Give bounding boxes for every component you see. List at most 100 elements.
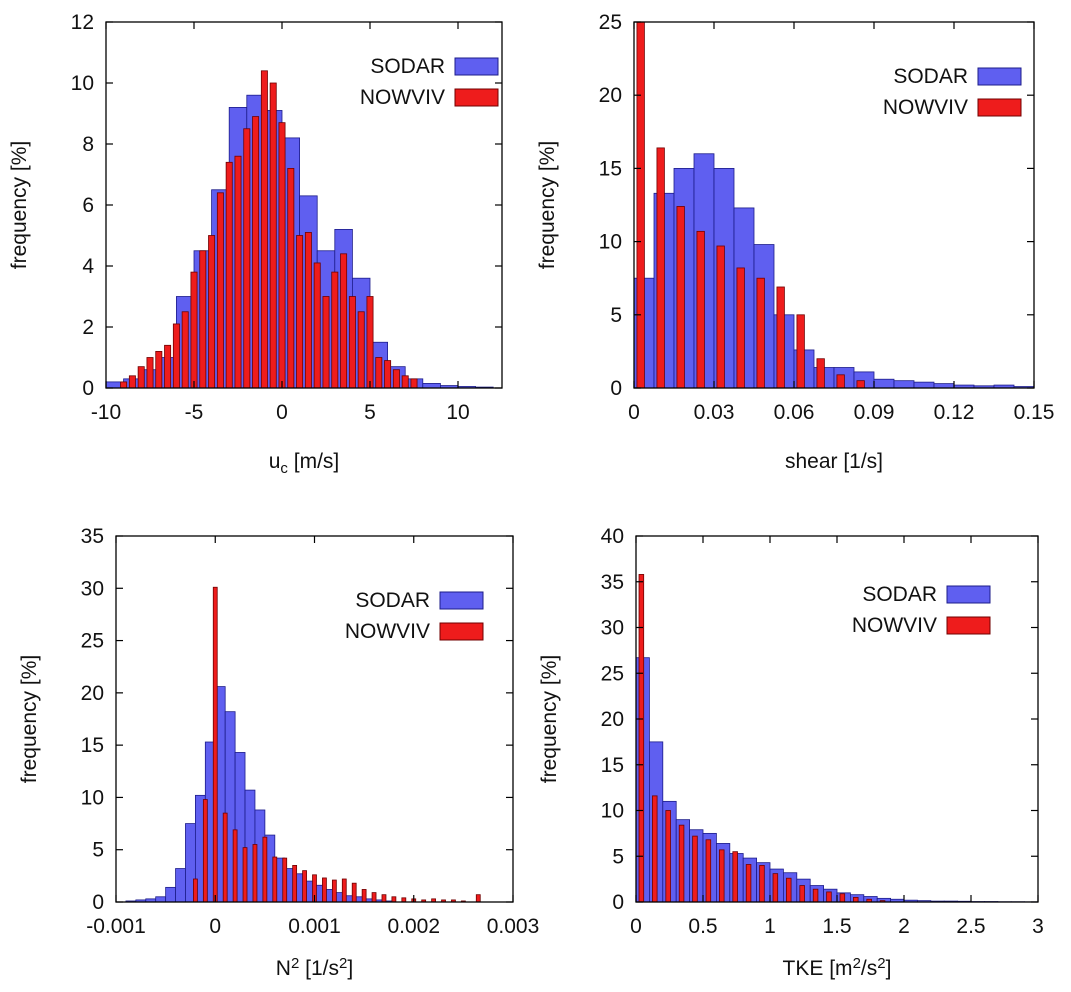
y-tick-label: 20 <box>81 682 104 705</box>
legend-swatch-nowviv <box>439 622 484 641</box>
bar-nowviv-26 <box>348 296 356 389</box>
bar-nowviv-6 <box>756 277 765 389</box>
x-tick-label: 0.06 <box>774 401 815 424</box>
bar-nowviv-6 <box>719 849 725 903</box>
bar-nowviv-3 <box>222 812 228 903</box>
bar-nowviv-10 <box>772 873 779 903</box>
y-tick-label: 8 <box>82 133 94 156</box>
legend-label-nowviv: NOWVIV <box>883 96 968 119</box>
bar-nowviv-19 <box>287 167 295 389</box>
bar-nowviv-12 <box>799 885 805 903</box>
y-tick-label: 35 <box>81 525 104 548</box>
x-axis-label-part: u <box>269 450 281 473</box>
x-axis-label-part: 2 <box>291 955 299 972</box>
x-axis-label-part: TKE [m <box>783 957 853 980</box>
bar-sodar-4 <box>165 886 176 903</box>
x-axis-label: TKE [m2/s2] <box>783 955 892 980</box>
bar-nowviv-18 <box>371 892 377 903</box>
y-tick-label: 6 <box>82 194 94 217</box>
y-tick-label: 10 <box>599 231 622 254</box>
y-tick-label: 20 <box>599 84 622 107</box>
legend-label-sodar: SODAR <box>893 65 968 88</box>
bar-nowviv-11 <box>216 192 224 389</box>
y-tick-label: 35 <box>601 571 624 594</box>
bar-nowviv-4 <box>232 829 238 903</box>
legend-label-nowviv: NOWVIV <box>360 86 445 109</box>
bar-sodar-5 <box>175 868 186 903</box>
bars-group <box>633 21 1035 389</box>
bar-nowviv-10 <box>292 865 298 903</box>
bar-nowviv-28 <box>366 296 374 389</box>
bar-nowviv-0 <box>193 878 198 903</box>
x-axis-label-part: [m/s] <box>288 450 339 473</box>
y-tick-label: 40 <box>601 525 624 548</box>
bar-nowviv-13 <box>234 155 242 389</box>
x-axis-label-part: 2 <box>339 955 347 972</box>
bar-nowviv-9 <box>759 865 765 903</box>
bar-sodar-18 <box>422 383 441 389</box>
legend: SODAR NOWVIV <box>360 55 499 109</box>
x-tick-label: -5 <box>185 401 204 424</box>
x-axis-label: uc [m/s] <box>269 450 340 477</box>
bar-nowviv-14 <box>826 891 832 903</box>
x-axis-label-part: c <box>280 460 288 477</box>
x-tick-label: 1.5 <box>822 915 851 938</box>
bar-nowviv-18 <box>278 122 286 389</box>
bar-nowviv-9 <box>816 358 825 389</box>
bar-nowviv-1 <box>202 799 208 903</box>
x-axis-label-part: [1/s <box>299 957 339 980</box>
bar-nowviv-4 <box>716 245 725 389</box>
bar-nowviv-0 <box>636 21 645 389</box>
bar-nowviv-10 <box>836 374 845 389</box>
x-tick-label: 0 <box>209 915 221 938</box>
x-tick-label: -0.001 <box>86 915 146 938</box>
bar-nowviv-17 <box>269 82 277 389</box>
y-tick-label: 5 <box>612 845 624 868</box>
legend-swatch-sodar <box>946 585 991 604</box>
bar-nowviv-10 <box>208 235 216 389</box>
y-tick-label: 5 <box>92 839 104 862</box>
bar-nowviv-21 <box>304 232 312 389</box>
y-tick-label: 30 <box>81 577 104 600</box>
x-axis-label-part: N <box>276 957 291 980</box>
y-tick-label: 15 <box>81 734 104 757</box>
bar-nowviv-3 <box>146 357 154 389</box>
bar-nowviv-1 <box>652 795 658 903</box>
bar-nowviv-11 <box>302 870 307 903</box>
bar-nowviv-5 <box>736 267 745 389</box>
bar-nowviv-7 <box>181 311 189 389</box>
x-tick-label: 1 <box>764 915 776 938</box>
x-tick-label: 0.03 <box>694 401 735 424</box>
bar-nowviv-13 <box>812 888 819 903</box>
y-tick-label: 10 <box>601 800 624 823</box>
bar-sodar-15 <box>933 383 955 389</box>
bar-nowviv-4 <box>692 835 698 903</box>
bar-nowviv-20 <box>296 235 304 389</box>
legend-swatch-nowviv <box>946 616 991 635</box>
bar-nowviv-30 <box>384 360 392 389</box>
plot-frame <box>115 535 514 903</box>
bar-nowviv-2 <box>212 586 218 903</box>
x-axis-label-part: shear [1/s] <box>785 450 883 473</box>
bar-nowviv-1 <box>128 375 136 389</box>
y-tick-label: 10 <box>71 72 94 95</box>
chart-panel-1: 0 2 4 6 8 10 12 -10 -5 0 5 10 frequency [%] uc [m/s] S… <box>8 11 503 477</box>
x-axis-label-part: ] <box>886 957 892 980</box>
y-tick-label: 0 <box>610 377 622 400</box>
x-tick-label: 0.5 <box>688 915 717 938</box>
bar-nowviv-25 <box>340 253 348 389</box>
legend-label-sodar: SODAR <box>862 583 937 606</box>
bar-nowviv-23 <box>322 296 330 389</box>
y-axis-label: frequency [%] <box>18 655 41 783</box>
bar-nowviv-7 <box>776 286 785 389</box>
bar-nowviv-8 <box>272 856 278 903</box>
y-tick-label: 25 <box>81 630 104 653</box>
y-tick-label: 4 <box>82 255 94 278</box>
y-tick-label: 25 <box>601 662 624 685</box>
legend-swatch-sodar <box>454 57 499 76</box>
y-tick-label: 30 <box>601 617 624 640</box>
legend-label-nowviv: NOWVIV <box>345 620 430 643</box>
